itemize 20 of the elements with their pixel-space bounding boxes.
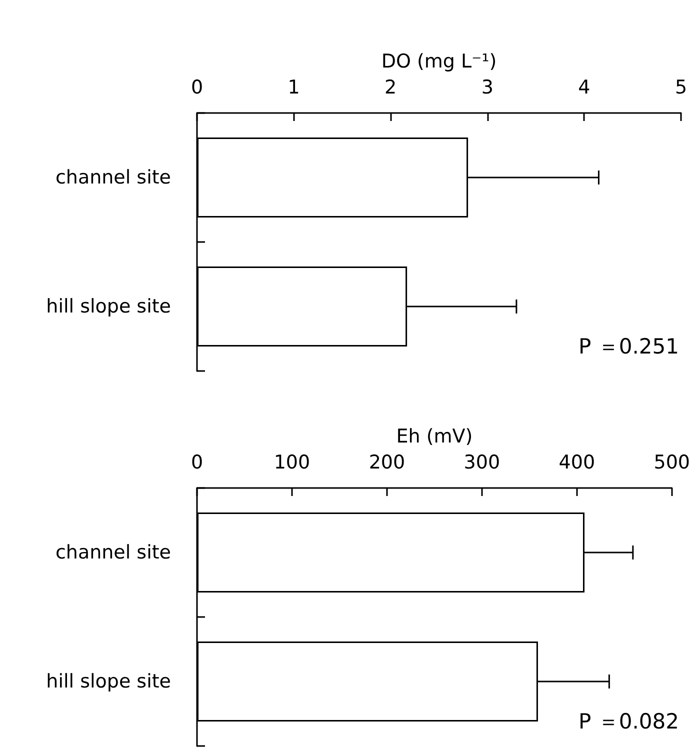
x-tick-label: 300 [464, 452, 500, 474]
x-tick-label: 0 [190, 76, 204, 98]
x-axis-title: DO (mg L⁻¹) [381, 50, 497, 72]
y-tick-label: hill slope site [46, 296, 171, 318]
x-tick-label: 4 [578, 76, 590, 98]
x-tick-label: 3 [481, 76, 494, 98]
annotation: P ＝0.251 [578, 334, 680, 358]
x-tick-label: 0 [190, 452, 204, 474]
x-tick-label: 400 [558, 452, 596, 474]
y-tick-label: channel site [55, 542, 171, 564]
annotation: P ＝0.082 [578, 710, 680, 734]
x-axis-title: Eh (mV) [396, 426, 473, 448]
y-tick-label: channel site [55, 166, 171, 188]
x-tick-label: 100 [274, 452, 310, 474]
y-tick-label: hill slope site [46, 670, 171, 692]
x-tick-label: 1 [288, 76, 300, 98]
x-tick-label: 5 [674, 76, 688, 98]
x-tick-label: 2 [384, 76, 397, 98]
x-tick-label: 500 [654, 452, 690, 474]
x-tick-label: 200 [368, 452, 406, 474]
